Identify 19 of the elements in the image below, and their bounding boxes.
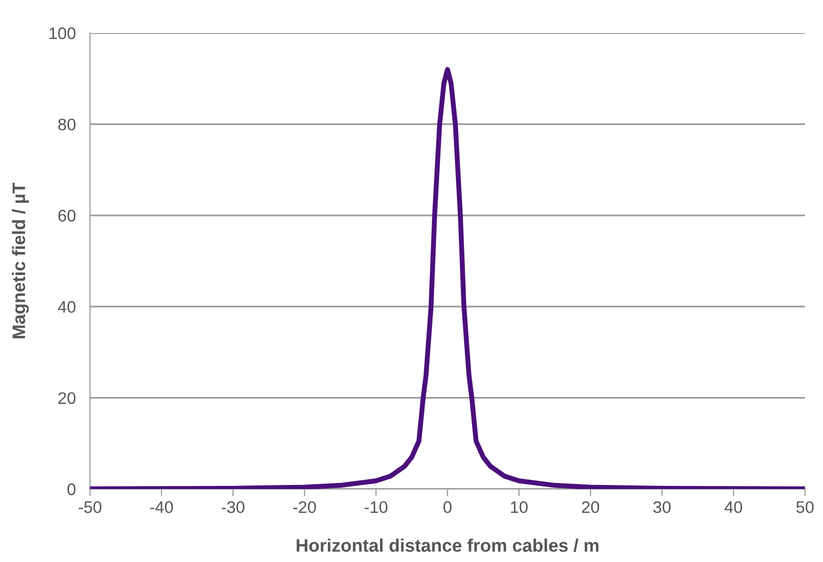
x-tick-label: 30 — [653, 501, 671, 514]
x-tick-label: 0 — [444, 501, 452, 514]
y-tick-label: 0 — [67, 483, 76, 496]
x-axis-title: Horizontal distance from cables / m — [296, 538, 598, 552]
x-tick-label: -50 — [78, 501, 102, 514]
y-axis-title: Magnetic field / µT — [12, 182, 29, 338]
y-tick-label: 60 — [58, 210, 76, 222]
x-tick-label: -10 — [364, 501, 388, 514]
x-tick-label: 40 — [724, 501, 742, 514]
x-tick-label: 10 — [511, 501, 528, 514]
y-tick-label: 40 — [58, 301, 76, 313]
y-tick-label: 20 — [58, 392, 76, 404]
x-tick-label: -40 — [150, 501, 173, 514]
x-tick-label: -30 — [222, 501, 244, 514]
x-tick-label: -20 — [293, 501, 316, 514]
y-tick-label: 100 — [50, 27, 76, 40]
x-tick-label: 50 — [796, 501, 814, 514]
y-tick-label: 80 — [58, 118, 76, 130]
x-tick-label: 20 — [582, 501, 600, 514]
